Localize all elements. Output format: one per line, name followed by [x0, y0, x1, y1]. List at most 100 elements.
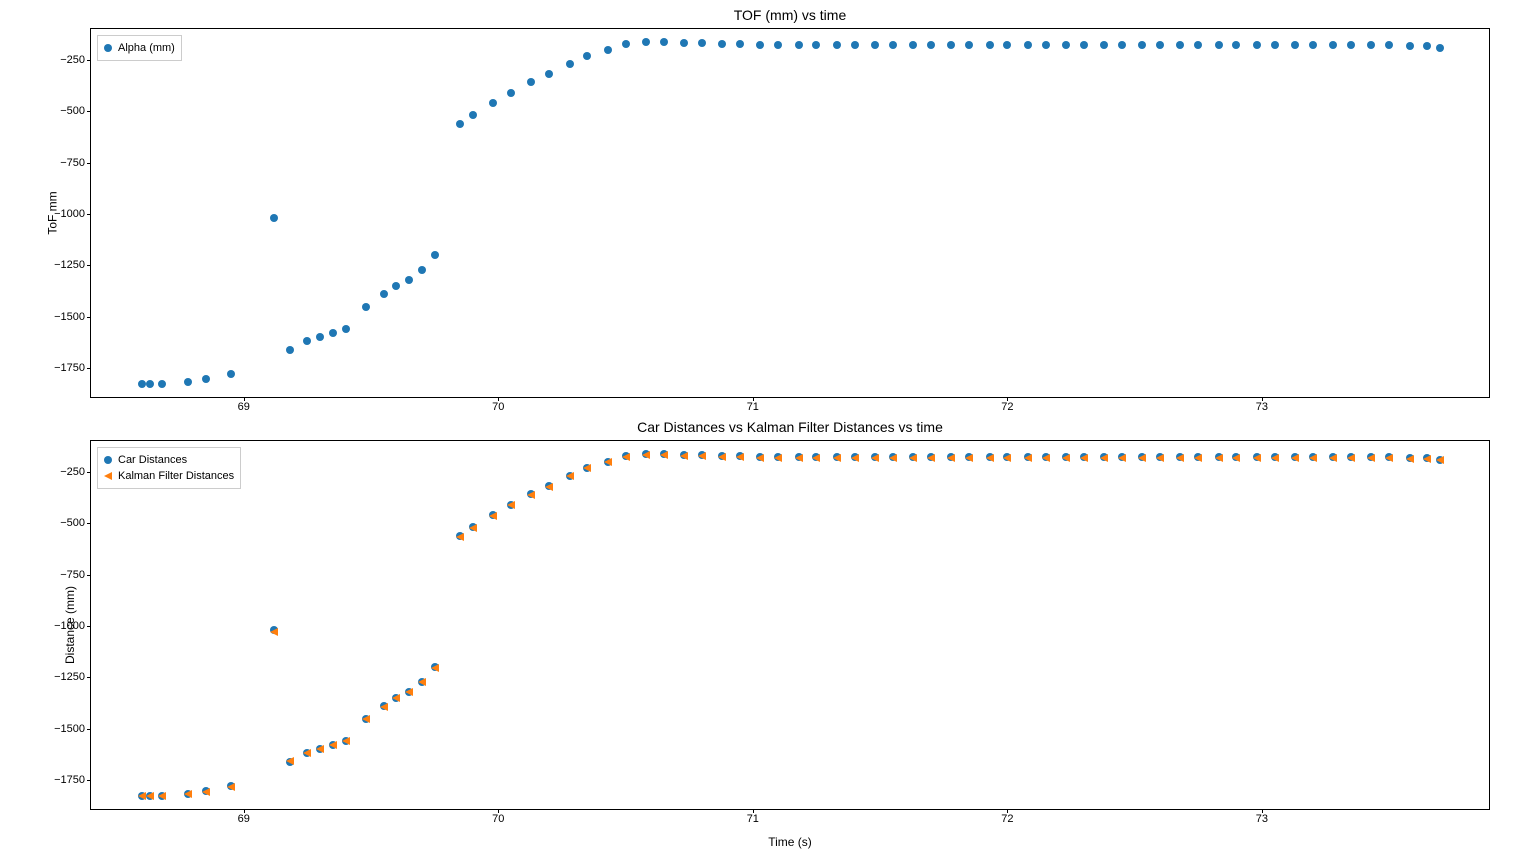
data-point: [456, 120, 464, 128]
data-point: [871, 41, 879, 49]
data-point: [1385, 454, 1393, 462]
data-point: [909, 41, 917, 49]
data-point: [1118, 454, 1126, 462]
data-point: [622, 453, 630, 461]
data-point: [1291, 454, 1299, 462]
data-point: [469, 524, 477, 532]
data-point: [1329, 41, 1337, 49]
data-point: [1080, 454, 1088, 462]
data-point: [1215, 454, 1223, 462]
x-tick-label: 70: [492, 813, 504, 825]
data-point: [889, 41, 897, 49]
data-point: [392, 694, 400, 702]
data-point: [604, 46, 612, 54]
data-point: [342, 325, 350, 333]
data-point: [795, 41, 803, 49]
data-point: [489, 99, 497, 107]
y-tick-label: −750: [60, 569, 85, 581]
data-point: [1271, 41, 1279, 49]
data-point: [1138, 41, 1146, 49]
y-tick-label: −1500: [54, 723, 85, 735]
data-point: [718, 40, 726, 48]
data-point: [1423, 42, 1431, 50]
data-point: [227, 370, 235, 378]
data-point: [795, 454, 803, 462]
data-point: [1253, 41, 1261, 49]
data-point: [1232, 41, 1240, 49]
data-point: [756, 454, 764, 462]
data-point: [1194, 454, 1202, 462]
y-tick-label: −1250: [54, 671, 85, 683]
data-point: [329, 741, 337, 749]
data-point: [380, 290, 388, 298]
y-tick: [87, 780, 91, 781]
triangle-left-marker-icon: [104, 472, 112, 480]
data-point: [1253, 454, 1261, 462]
data-point: [1291, 41, 1299, 49]
data-point: [405, 688, 413, 696]
data-point: [303, 749, 311, 757]
data-point: [1347, 41, 1355, 49]
data-point: [833, 41, 841, 49]
data-point: [1347, 454, 1355, 462]
data-point: [1385, 41, 1393, 49]
data-point: [418, 678, 426, 686]
bottom-chart-title: Car Distances vs Kalman Filter Distances…: [91, 419, 1489, 435]
data-point: [227, 783, 235, 791]
data-point: [456, 533, 464, 541]
data-point: [1024, 41, 1032, 49]
y-tick-label: −1750: [54, 362, 85, 374]
y-tick-label: −1250: [54, 259, 85, 271]
data-point: [527, 491, 535, 499]
data-point: [1436, 44, 1444, 52]
data-point: [405, 276, 413, 284]
data-point: [316, 745, 324, 753]
y-tick: [87, 575, 91, 576]
data-point: [1406, 42, 1414, 50]
figure-root: TOF (mm) vs time ToF mm Alpha (mm) −1750…: [0, 0, 1536, 850]
y-tick-label: −1500: [54, 311, 85, 323]
data-point: [1329, 454, 1337, 462]
data-point: [1042, 41, 1050, 49]
data-point: [1309, 41, 1317, 49]
circle-marker-icon: [104, 44, 112, 52]
data-point: [718, 453, 726, 461]
y-tick: [87, 111, 91, 112]
data-point: [756, 41, 764, 49]
data-point: [1215, 41, 1223, 49]
data-point: [1194, 41, 1202, 49]
data-point: [1042, 454, 1050, 462]
x-tick-label: 72: [1001, 813, 1013, 825]
y-tick-label: −250: [60, 54, 85, 66]
data-point: [380, 703, 388, 711]
data-point: [1080, 41, 1088, 49]
data-point: [431, 251, 439, 259]
y-tick: [87, 60, 91, 61]
legend-item: Car Distances: [104, 452, 234, 468]
data-point: [303, 337, 311, 345]
y-tick: [87, 523, 91, 524]
data-point: [1232, 454, 1240, 462]
y-tick-label: −1000: [54, 208, 85, 220]
data-point: [184, 378, 192, 386]
data-point: [431, 664, 439, 672]
data-point: [1436, 456, 1444, 464]
top-chart: TOF (mm) vs time ToF mm Alpha (mm) −1750…: [90, 28, 1490, 398]
data-point: [851, 454, 859, 462]
top-chart-legend: Alpha (mm): [97, 35, 182, 61]
y-tick-label: −750: [60, 157, 85, 169]
data-point: [660, 38, 668, 46]
data-point: [1024, 454, 1032, 462]
y-tick: [87, 472, 91, 473]
y-tick-label: −1000: [54, 620, 85, 632]
data-point: [698, 452, 706, 460]
data-point: [489, 512, 497, 520]
x-tick-label: 69: [238, 401, 250, 413]
x-tick-label: 70: [492, 401, 504, 413]
data-point: [527, 78, 535, 86]
data-point: [642, 38, 650, 46]
x-tick-label: 72: [1001, 401, 1013, 413]
data-point: [1100, 41, 1108, 49]
data-point: [507, 501, 515, 509]
bottom-chart: Car Distances vs Kalman Filter Distances…: [90, 440, 1490, 810]
